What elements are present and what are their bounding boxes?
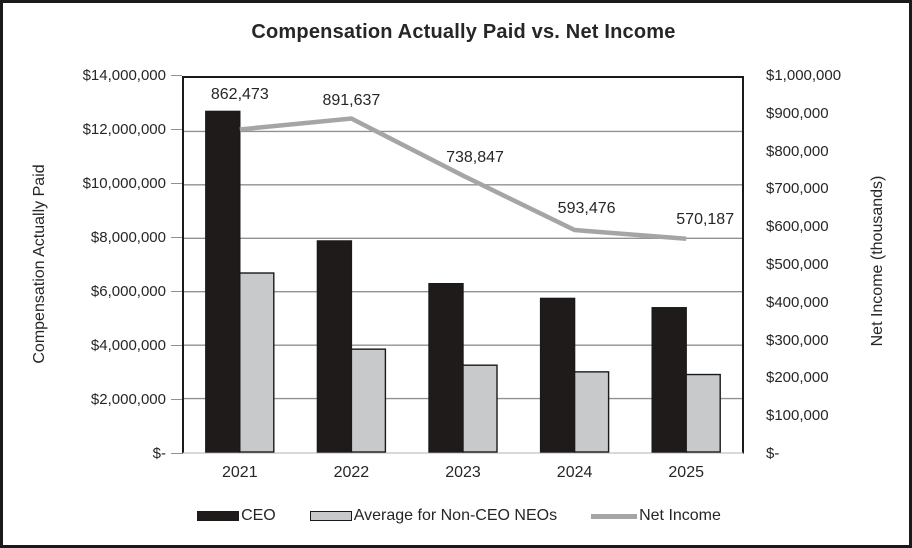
right-axis-tick-label: $200,000 — [766, 369, 829, 387]
net-income-line — [239, 116, 687, 241]
left-axis-tick-label: $- — [152, 445, 166, 462]
bar-ceo-2023 — [428, 282, 464, 453]
x-axis-tick-label-2024: 2024 — [556, 464, 593, 481]
right-axis-tick-label: $600,000 — [766, 218, 829, 236]
legend-item-average-for-non-ceo-neos: Average for Non-CEO NEOs — [309, 507, 558, 525]
x-axis-tick-label-2023: 2023 — [445, 464, 481, 481]
right-axis-tick-labels: $1,000,000 $900,000 $800,000 $700,000 $600,0… — [766, 3, 909, 545]
right-axis-tick-label: $100,000 — [766, 407, 829, 425]
net-income-data-label: 862,473 — [210, 86, 269, 104]
left-axis-tickmark — [171, 399, 182, 401]
x-axis-tick-label-2025: 2025 — [668, 464, 704, 481]
bar-ceo-2021 — [205, 110, 241, 453]
bar-neo-2022 — [350, 348, 387, 453]
legend: CEO Average for Non-CEO NEOs Net Income — [3, 507, 909, 525]
right-axis-tick-label: $400,000 — [766, 293, 829, 311]
left-axis-tickmark — [171, 345, 182, 347]
left-axis-tick-label: $14,000,000 — [82, 67, 166, 84]
bar-ceo-2024 — [539, 297, 576, 453]
x-axis-tick-label-2021: 2021 — [222, 464, 258, 481]
x-axis-tick-labels: 2021 2022 2023 2024 2025 — [184, 464, 742, 484]
left-axis-tick-label: $6,000,000 — [90, 283, 166, 300]
bar-neo-2024 — [573, 371, 610, 453]
left-axis-tick-label: $4,000,000 — [90, 337, 166, 354]
net-income-data-label: 570,187 — [676, 210, 735, 228]
bar-neo-2023 — [462, 364, 498, 453]
legend-item-ceo: CEO — [197, 507, 276, 525]
net-income-data-label: 891,637 — [322, 91, 381, 109]
right-axis-tick-label: $800,000 — [766, 142, 829, 160]
legend-swatch — [591, 513, 638, 519]
plot-area: 862,473 891,637 738,847 593,476 570,187 — [182, 76, 744, 454]
plot-canvas — [184, 110, 742, 453]
right-axis-tick-label: $1,000,000 — [766, 67, 842, 84]
bar-ceo-2025 — [651, 307, 687, 453]
left-axis-tickmark — [171, 237, 182, 239]
legend-swatch — [309, 511, 352, 521]
bar-ceo-2022 — [316, 240, 353, 453]
right-axis-tick-label: $700,000 — [766, 180, 829, 198]
left-axis-tickmark — [171, 183, 182, 185]
x-axis-tick-label-2022: 2022 — [333, 464, 370, 481]
legend-label: Average for Non-CEO NEOs — [353, 507, 558, 524]
left-axis-tick-label: $12,000,000 — [82, 121, 166, 138]
bar-neo-2021 — [239, 272, 275, 453]
left-axis-tick-label: $8,000,000 — [90, 229, 166, 246]
legend-label: CEO — [241, 507, 276, 524]
left-axis-tick-labels: $14,000,000 $12,000,000 $10,000,000 $8,000,… — [3, 3, 166, 545]
left-axis-tick-label: $10,000,000 — [82, 175, 166, 192]
left-axis-tickmark — [171, 453, 182, 455]
right-axis-tick-label: $300,000 — [766, 331, 829, 349]
left-axis-tickmark — [171, 291, 182, 293]
legend-item-net-income: Net Income — [591, 507, 721, 525]
right-axis-tick-label: $500,000 — [766, 256, 829, 273]
right-axis-tick-label: $900,000 — [766, 104, 829, 122]
net-income-data-label: 593,476 — [557, 200, 616, 218]
left-axis-tickmark — [171, 75, 182, 77]
left-axis-tick-label: $2,000,000 — [90, 391, 166, 408]
right-axis-tick-label: $- — [766, 445, 780, 462]
bar-neo-2025 — [685, 373, 721, 453]
legend-swatch — [197, 511, 240, 521]
left-axis-tickmarks — [3, 3, 182, 545]
net-income-data-label: 738,847 — [446, 148, 504, 166]
legend-label: Net Income — [639, 507, 721, 524]
left-axis-tickmark — [171, 129, 182, 131]
chart-title: Compensation Actually Paid vs. Net Incom… — [251, 21, 676, 43]
